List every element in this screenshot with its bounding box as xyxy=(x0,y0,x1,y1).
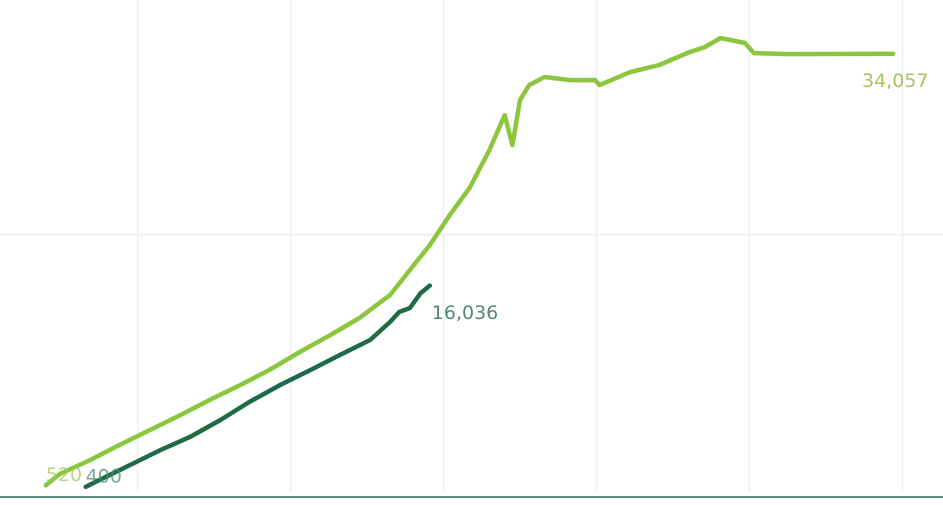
data-label: 34,057 xyxy=(862,70,928,92)
data-label: 400 xyxy=(86,465,122,487)
series-line xyxy=(83,283,433,490)
data-label: 520 xyxy=(46,464,82,486)
data-label: 16,036 xyxy=(432,302,498,324)
series-line xyxy=(43,35,896,488)
